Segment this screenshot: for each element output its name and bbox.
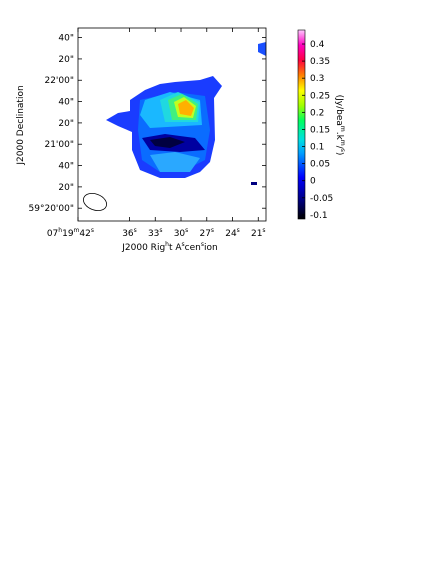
colorbar-tick-label: 0.1	[310, 142, 324, 152]
x-tick-label: 36s	[122, 227, 137, 239]
x-tick-label: 33s	[148, 227, 163, 239]
colorbar-tick-label: -0.05	[310, 193, 333, 203]
y-axis-label: J2000 Declination	[16, 85, 26, 165]
y-tick-label: 40"	[58, 97, 74, 107]
x-tick-label: 21s	[251, 227, 266, 239]
colorbar-tick-label: 0.15	[310, 125, 330, 135]
y-tick-label: 21'00"	[44, 140, 74, 150]
colorbar-label: (Jy/beam.km/s)	[335, 95, 347, 156]
map	[106, 42, 266, 185]
y-tick-label: 20"	[58, 118, 74, 128]
colorbar-tick-label: 0	[310, 176, 316, 186]
colorbar-tick-label: 0.05	[310, 159, 330, 169]
x-tick-label: 24s	[225, 227, 240, 239]
y-tick-label: 40"	[58, 33, 74, 43]
y-tick-label: 40"	[58, 161, 74, 171]
x-tick-label: 30s	[174, 227, 189, 239]
x-tick-label: 27s	[199, 227, 214, 239]
colorbar-tick-label: 0.2	[310, 108, 324, 118]
colorbar-tick-label: 0.3	[310, 74, 324, 84]
colorbar-tick-label: 0.25	[310, 91, 330, 101]
colorbar-tick-label: 0.35	[310, 57, 330, 67]
y-tick-label: 20"	[58, 54, 74, 64]
beam	[82, 193, 108, 211]
y-tick-label: 22'00"	[44, 76, 74, 86]
x-axis-label: J2000 Right Ascension	[121, 241, 217, 253]
y-tick-label: 59°20'00"	[29, 204, 74, 214]
x-tick-label: 07h19m42s	[47, 227, 94, 239]
colorbar-tick-label: 0.4	[310, 40, 325, 50]
y-tick-label: 20"	[58, 182, 74, 192]
axes-frame	[77, 27, 267, 222]
colorbar	[297, 29, 306, 220]
colorbar-tick-label: -0.1	[310, 210, 328, 220]
